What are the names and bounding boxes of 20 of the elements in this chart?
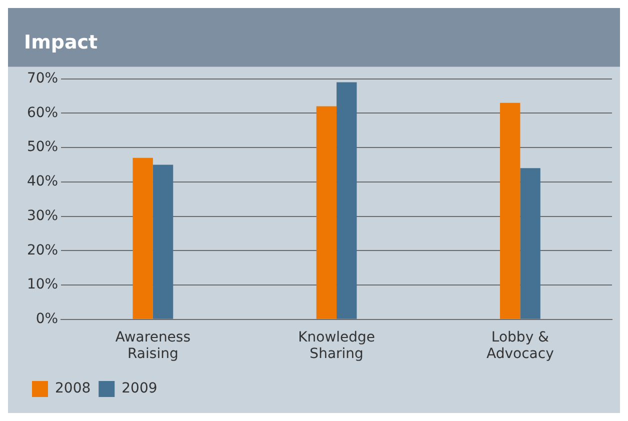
legend-label: 2009 bbox=[122, 380, 158, 397]
y-tick-label: 10% bbox=[26, 276, 58, 293]
bar bbox=[336, 82, 357, 319]
y-tick-label: 70% bbox=[26, 70, 58, 86]
y-tick-label: 0% bbox=[36, 311, 58, 328]
bar bbox=[152, 164, 174, 319]
y-tick-label: 30% bbox=[26, 208, 58, 224]
y-tick-label: 60% bbox=[26, 104, 58, 121]
y-tick-label: 20% bbox=[26, 242, 58, 258]
chart-title: Impact bbox=[24, 31, 98, 54]
legend-label: 2008 bbox=[55, 380, 91, 397]
x-tick-label: Lobby & Advocacy bbox=[486, 329, 554, 362]
y-tick-label: 50% bbox=[26, 139, 58, 156]
bar bbox=[500, 102, 520, 319]
y-tick-label: 40% bbox=[26, 174, 58, 190]
x-tick-label: Knowledge Sharing bbox=[298, 329, 376, 362]
bar bbox=[520, 168, 540, 319]
x-tick-label: Awareness Raising bbox=[115, 329, 191, 362]
bar bbox=[316, 106, 337, 319]
bar bbox=[132, 158, 153, 319]
